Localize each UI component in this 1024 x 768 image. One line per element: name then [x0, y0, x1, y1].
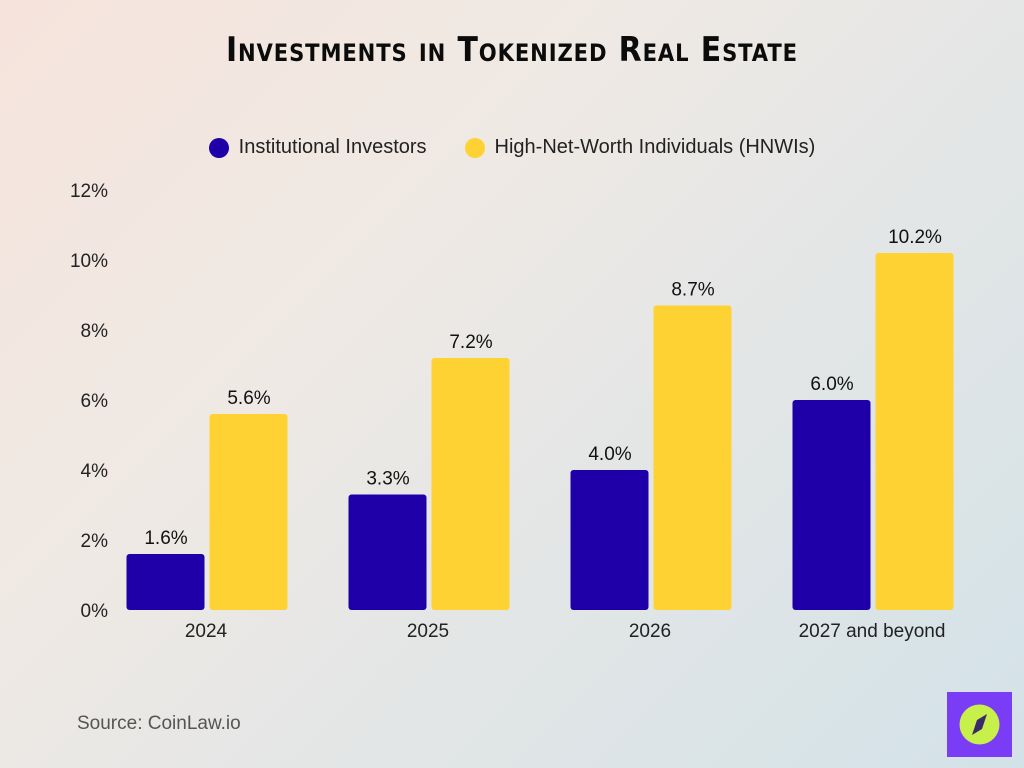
bar-institutional	[126, 554, 205, 610]
x-tick-label: 2026	[629, 621, 671, 642]
y-tick-label: 6%	[81, 391, 109, 412]
source-note: Source: CoinLaw.io	[77, 713, 241, 734]
data-label: 7.2%	[449, 332, 492, 353]
legend-label: Institutional Investors	[238, 136, 427, 158]
data-label: 5.6%	[227, 388, 270, 409]
chart-title: Investments in Tokenized Real Estate	[225, 30, 798, 70]
bar-institutional	[348, 494, 427, 610]
bar-institutional	[792, 400, 871, 610]
y-tick-label: 2%	[81, 531, 109, 552]
legend-swatch-hnwi	[464, 137, 485, 158]
data-label: 10.2%	[888, 227, 942, 248]
data-label: 4.0%	[588, 444, 631, 465]
bar-institutional	[570, 470, 649, 610]
y-tick-label: 12%	[70, 181, 108, 202]
y-tick-label: 10%	[70, 251, 108, 272]
legend-swatch-institutional	[208, 137, 229, 158]
y-tick-label: 8%	[81, 321, 109, 342]
x-tick-label: 2027 and beyond	[799, 621, 946, 642]
bar-hnwi	[653, 305, 732, 610]
data-label: 6.0%	[810, 374, 853, 395]
y-tick-label: 4%	[81, 461, 109, 482]
legend: Institutional Investors High-Net-Worth I…	[0, 136, 1024, 159]
bar-hnwi	[875, 253, 954, 610]
legend-item-institutional: Institutional Investors	[208, 136, 427, 159]
legend-label: High-Net-Worth Individuals (HNWIs)	[494, 136, 816, 158]
bar-hnwi	[209, 414, 288, 610]
logo	[947, 692, 1012, 757]
legend-item-hnwi: High-Net-Worth Individuals (HNWIs)	[464, 136, 816, 159]
data-label: 3.3%	[366, 469, 409, 490]
x-tick-label: 2024	[185, 621, 228, 642]
compass-icon	[959, 704, 1000, 745]
x-tick-label: 2025	[407, 621, 449, 642]
data-label: 1.6%	[144, 528, 187, 549]
bar-hnwi	[431, 358, 510, 610]
data-label: 8.7%	[671, 280, 714, 301]
y-tick-label: 0%	[81, 601, 109, 622]
